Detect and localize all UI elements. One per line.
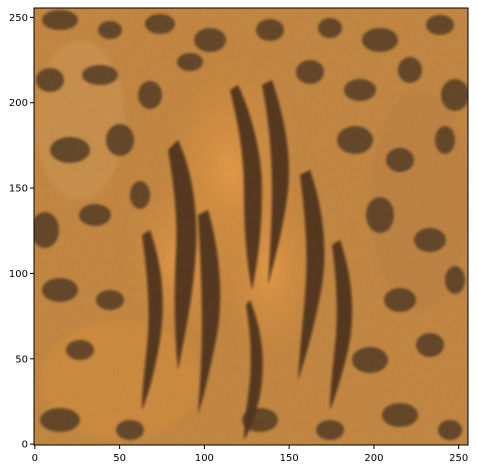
texture-image	[34, 8, 468, 445]
x-tick-label: 200	[364, 453, 383, 464]
y-tick-label: 100	[9, 269, 28, 280]
x-tick-label: 150	[280, 453, 299, 464]
y-tick-label: 250	[9, 13, 28, 24]
x-tick-label: 0	[32, 453, 38, 464]
y-tick-label: 50	[15, 354, 28, 365]
y-tick-label: 150	[9, 184, 28, 195]
y-tick-label: 0	[22, 440, 28, 451]
x-axis: 0 50 100 150 200 250	[32, 445, 468, 464]
y-tick-label: 200	[9, 98, 28, 109]
axes-frame	[33, 7, 469, 446]
y-axis: 0 50 100 150 200 250	[9, 13, 34, 451]
x-tick-label: 100	[195, 453, 214, 464]
x-tick-label: 250	[449, 453, 468, 464]
x-tick-label: 50	[113, 453, 126, 464]
